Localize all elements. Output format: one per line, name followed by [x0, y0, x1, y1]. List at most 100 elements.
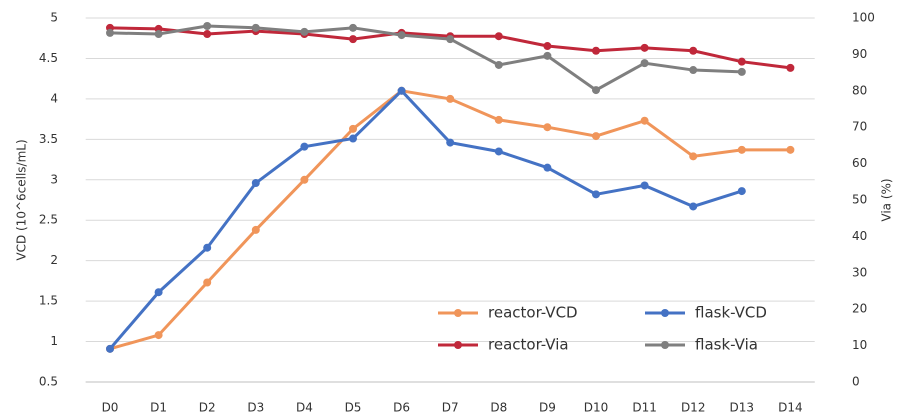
point: [543, 51, 552, 60]
y2-tick-label: 0: [852, 375, 860, 389]
point: [689, 66, 698, 75]
point: [251, 23, 260, 32]
point: [543, 123, 552, 132]
point: [737, 145, 746, 154]
point: [592, 132, 600, 141]
legend-label: reactor-VCD: [488, 304, 578, 322]
point: [786, 63, 795, 72]
point: [251, 225, 260, 234]
point: [397, 86, 406, 95]
y2-axis-label: Via (%): [880, 178, 894, 221]
point: [300, 142, 309, 151]
y-tick-label: 1: [50, 334, 58, 348]
x-tick-label: D0: [102, 401, 119, 415]
y2-tick-label: 60: [852, 156, 867, 170]
point: [640, 116, 649, 125]
point: [592, 46, 600, 55]
point: [203, 243, 212, 252]
point: [640, 59, 649, 68]
point: [349, 134, 357, 143]
point: [397, 31, 406, 40]
point: [349, 23, 357, 32]
y-tick-label: 3.5: [39, 132, 58, 146]
point: [251, 179, 260, 188]
y-tick-label: 2.5: [39, 213, 58, 227]
point: [640, 43, 649, 52]
point: [154, 30, 163, 39]
point: [689, 152, 698, 161]
x-tick-label: D2: [199, 401, 216, 415]
point: [494, 115, 503, 124]
y2-tick-label: 70: [852, 120, 867, 134]
point: [446, 94, 455, 103]
point: [494, 147, 503, 156]
x-tick-label: D14: [778, 401, 803, 415]
legend-marker: [661, 341, 669, 349]
y-tick-label: 4.5: [39, 51, 58, 65]
x-tick-label: D13: [730, 401, 755, 415]
x-tick-label: D3: [247, 401, 264, 415]
legend-marker: [454, 341, 462, 349]
point: [446, 138, 455, 147]
point: [592, 86, 600, 95]
point: [689, 202, 698, 211]
x-tick-label: D10: [584, 401, 609, 415]
point: [737, 67, 746, 76]
x-tick-label: D4: [296, 401, 313, 415]
point: [349, 124, 357, 133]
point: [737, 57, 746, 66]
x-tick-label: D7: [442, 401, 459, 415]
legend-marker: [454, 309, 462, 317]
y2-tick-label: 50: [852, 193, 867, 207]
point: [203, 30, 212, 39]
legend-label: flask-VCD: [695, 304, 767, 322]
x-tick-label: D8: [490, 401, 507, 415]
y-axis-label: VCD (10^6cells/mL): [15, 139, 29, 260]
point: [106, 344, 114, 353]
point: [543, 163, 552, 172]
point: [300, 27, 309, 36]
point: [592, 190, 600, 199]
point: [349, 35, 357, 44]
y2-tick-label: 40: [852, 229, 867, 243]
y-tick-label: 1.5: [39, 294, 58, 308]
legend: reactor-VCD flask-VCD reactor-Via flask-Via: [438, 304, 767, 354]
point: [640, 181, 649, 190]
x-tick-label: D12: [681, 401, 706, 415]
x-tick-label: D11: [632, 401, 657, 415]
x-tick-label: D9: [539, 401, 556, 415]
y-tick-label: 2: [50, 253, 58, 267]
x-tick-label: D6: [393, 401, 410, 415]
y-tick-label: 3: [50, 172, 58, 186]
point: [689, 46, 698, 55]
legend-marker: [661, 309, 669, 317]
y2-tick-label: 20: [852, 302, 867, 316]
point: [446, 35, 455, 44]
y2-tick-label: 90: [852, 47, 867, 61]
series-line: [108, 88, 743, 350]
point: [203, 278, 212, 287]
point: [154, 288, 163, 297]
point: [494, 60, 503, 69]
y-tick-label: 5: [50, 11, 58, 25]
y-tick-label: 0.5: [39, 375, 58, 389]
point: [154, 331, 163, 340]
x-tick-label: D5: [345, 401, 362, 415]
x-tick-label: D1: [150, 401, 167, 415]
y-tick-label: 4: [50, 91, 58, 105]
series-line: [109, 24, 742, 92]
point: [300, 175, 309, 184]
y2-tick-label: 30: [852, 265, 867, 279]
point: [494, 32, 503, 41]
point: [203, 22, 212, 31]
y2-tick-label: 100: [852, 11, 875, 25]
legend-label: reactor-Via: [488, 336, 569, 354]
y2-tick-label: 80: [852, 83, 867, 97]
point: [543, 42, 552, 51]
point: [106, 28, 114, 37]
point: [786, 145, 795, 154]
legend-label: flask-Via: [695, 336, 758, 354]
y2-tick-label: 10: [852, 338, 867, 352]
point: [737, 187, 746, 196]
